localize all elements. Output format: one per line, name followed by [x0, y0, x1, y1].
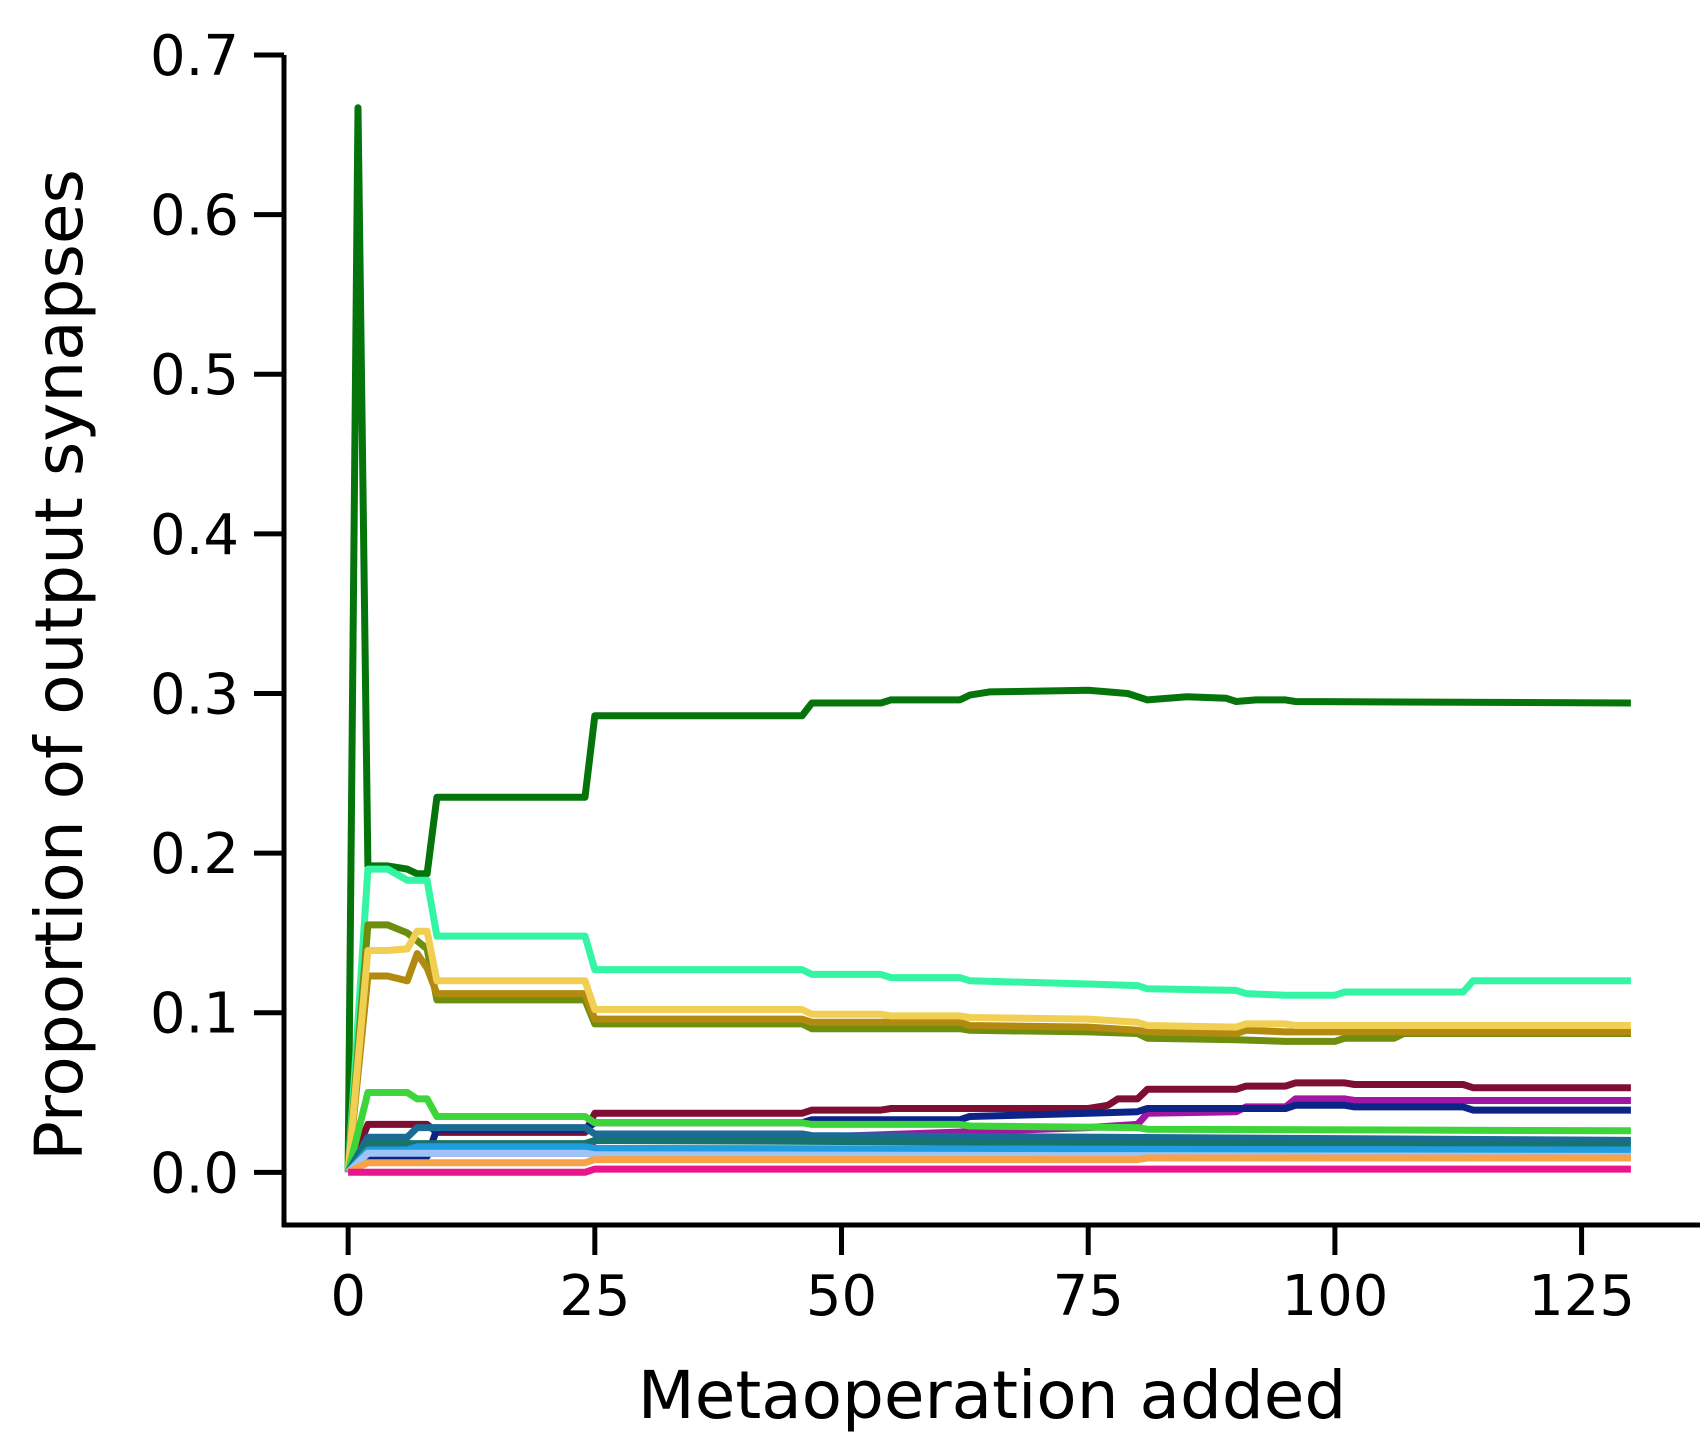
x-tick-label: 125 — [1528, 1264, 1635, 1329]
y-tick-label: 0.5 — [150, 343, 239, 408]
series-line-15 — [348, 1165, 1631, 1176]
x-axis-ticks: 0 25 50 75 100 125 — [330, 1225, 1635, 1329]
y-axis-ticks: 0.0 0.1 0.2 0.3 0.4 0.5 0.6 0.7 — [150, 24, 284, 1206]
series-line-5 — [344, 927, 1631, 1173]
series-line-13 — [345, 1149, 1631, 1175]
x-tick-label: 25 — [559, 1264, 630, 1329]
y-tick-label: 0.1 — [150, 982, 239, 1047]
x-axis-title: Metaoperation added — [638, 1357, 1346, 1434]
series-line-4 — [344, 950, 1631, 1173]
x-tick-label: 75 — [1053, 1264, 1124, 1329]
y-tick-label: 0.4 — [150, 503, 239, 568]
y-tick-label: 0.0 — [150, 1141, 239, 1206]
y-axis-title: Proportion of output synapses — [21, 169, 98, 1161]
series-line-2 — [344, 865, 1631, 1173]
x-tick-label: 100 — [1281, 1264, 1388, 1329]
series-line-14 — [346, 1154, 1631, 1176]
y-tick-label: 0.3 — [150, 662, 239, 727]
y-tick-label: 0.2 — [150, 822, 239, 887]
series-line-10 — [345, 1124, 1631, 1175]
y-tick-label: 0.6 — [150, 184, 239, 249]
series-line-1 — [344, 104, 1631, 1173]
series-line-9 — [344, 1089, 1631, 1174]
y-tick-label: 0.7 — [150, 24, 239, 89]
series-layer — [344, 104, 1631, 1176]
x-tick-label: 50 — [806, 1264, 877, 1329]
x-tick-label: 0 — [330, 1264, 366, 1329]
series-line-3 — [344, 921, 1631, 1173]
